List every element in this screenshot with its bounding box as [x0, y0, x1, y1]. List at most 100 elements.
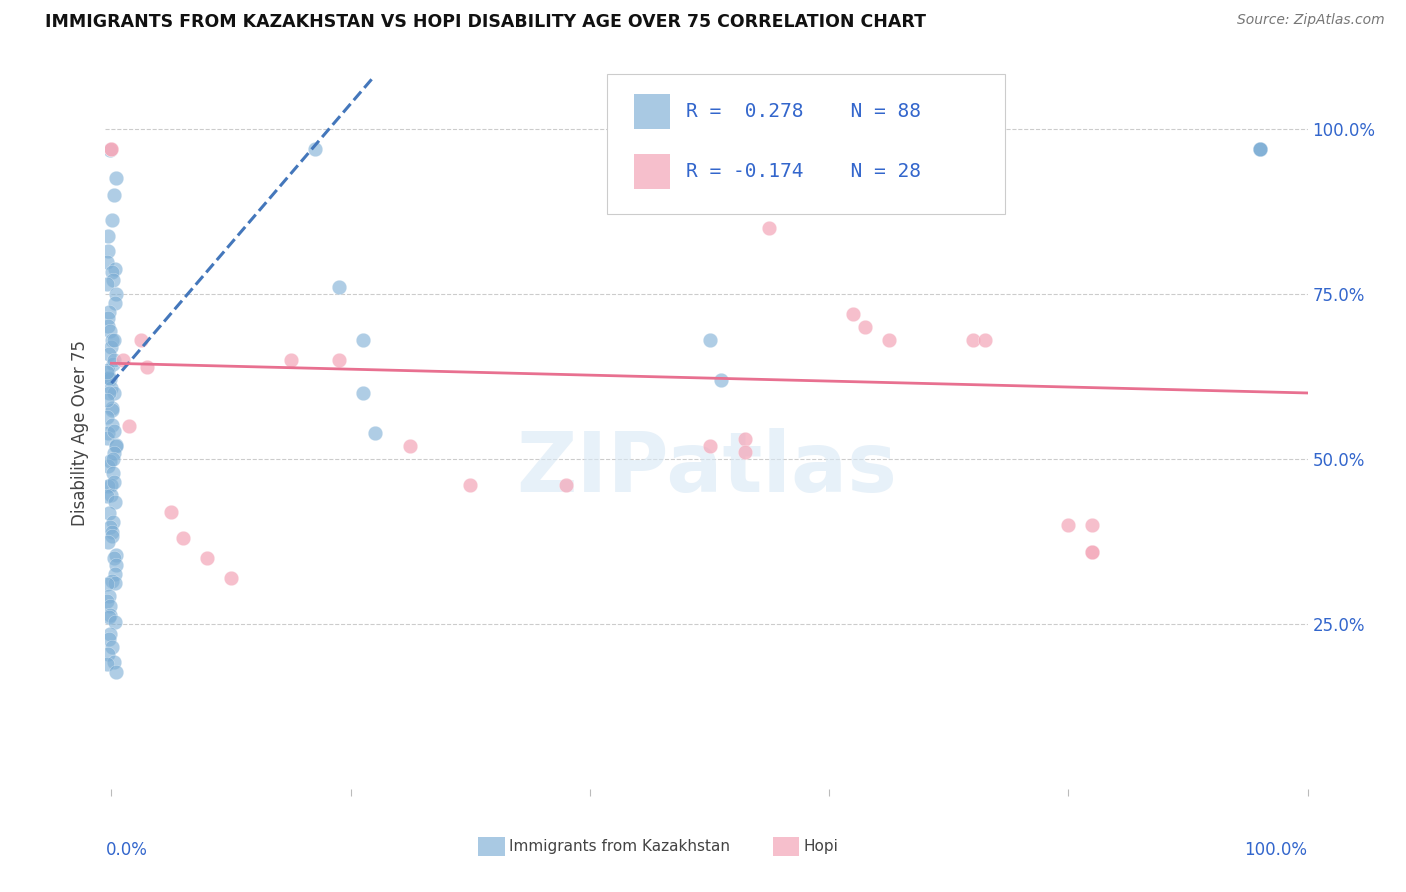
Point: [699, 333, 721, 347]
Text: Source: ZipAtlas.com: Source: ZipAtlas.com: [1237, 13, 1385, 28]
Point: [136, 359, 159, 374]
Point: [853, 319, 876, 334]
Point: [101, 213, 124, 227]
Point: [1249, 141, 1271, 155]
Point: [97, 478, 120, 492]
Point: [96, 489, 118, 503]
Point: [98, 520, 121, 534]
Point: [100, 381, 122, 395]
Bar: [634, 153, 671, 189]
Point: [98, 324, 121, 338]
Text: IMMIGRANTS FROM KAZAKHSTAN VS HOPI DISABILITY AGE OVER 75 CORRELATION CHART: IMMIGRANTS FROM KAZAKHSTAN VS HOPI DISAB…: [45, 13, 927, 31]
Point: [98, 507, 121, 521]
Text: Hopi: Hopi: [804, 839, 839, 854]
Point: [1057, 518, 1080, 533]
Point: [96, 431, 118, 445]
Point: [96, 657, 118, 672]
Point: [1081, 518, 1104, 533]
Point: [96, 365, 118, 379]
Point: [104, 566, 127, 581]
Point: [363, 425, 385, 440]
Point: [105, 665, 128, 679]
Point: [842, 307, 865, 321]
Point: [1249, 141, 1271, 155]
Point: [97, 386, 120, 401]
Point: [280, 353, 302, 368]
Point: [97, 244, 120, 258]
Point: [104, 287, 127, 301]
Point: [98, 454, 121, 468]
Point: [555, 478, 578, 492]
Point: [96, 594, 118, 608]
Point: [101, 529, 124, 543]
Point: [734, 432, 756, 446]
Point: [195, 551, 218, 566]
Point: [101, 515, 124, 529]
Text: Immigrants from Kazakhstan: Immigrants from Kazakhstan: [509, 839, 730, 854]
Point: [100, 525, 122, 540]
Point: [352, 386, 374, 401]
Point: [101, 357, 124, 371]
Point: [101, 640, 124, 654]
Point: [328, 353, 350, 368]
Point: [104, 495, 127, 509]
Point: [98, 632, 121, 646]
Point: [103, 385, 125, 400]
Point: [103, 353, 125, 368]
Point: [96, 577, 118, 591]
Point: [101, 417, 124, 432]
Point: [100, 340, 122, 354]
Point: [104, 261, 127, 276]
Point: [100, 141, 122, 155]
Point: [104, 549, 127, 563]
Text: 0.0%: 0.0%: [105, 841, 148, 859]
Point: [96, 255, 118, 269]
Point: [97, 589, 120, 603]
Point: [101, 403, 124, 417]
Point: [219, 571, 242, 585]
Point: [97, 319, 120, 334]
Point: [1249, 141, 1271, 155]
Point: [103, 333, 125, 347]
Point: [100, 401, 122, 416]
Text: ZIPatlas: ZIPatlas: [516, 428, 897, 508]
Point: [97, 305, 120, 319]
Point: [104, 575, 127, 590]
Point: [112, 353, 135, 368]
Point: [104, 558, 127, 573]
Point: [101, 265, 124, 279]
Point: [97, 535, 120, 549]
Point: [98, 143, 121, 157]
Point: [131, 333, 153, 347]
Point: [98, 599, 121, 613]
Point: [103, 425, 125, 439]
Point: [758, 220, 780, 235]
Bar: [634, 94, 671, 129]
Point: [100, 141, 122, 155]
Point: [103, 655, 125, 669]
Bar: [607, 74, 1005, 213]
Point: [103, 615, 125, 629]
Text: R = -0.174    N = 28: R = -0.174 N = 28: [686, 162, 921, 181]
Point: [104, 171, 127, 186]
Point: [98, 347, 121, 361]
Y-axis label: Disability Age Over 75: Disability Age Over 75: [72, 340, 90, 525]
Point: [458, 478, 481, 492]
Point: [100, 333, 122, 347]
Point: [100, 488, 122, 502]
Bar: [478, 837, 505, 856]
Point: [352, 333, 374, 347]
Point: [98, 369, 121, 384]
Point: [973, 333, 995, 347]
Point: [98, 610, 121, 624]
Point: [97, 425, 120, 440]
Point: [118, 419, 141, 434]
Point: [97, 371, 120, 385]
Point: [160, 505, 183, 519]
Point: [97, 362, 120, 376]
Point: [104, 438, 127, 452]
Point: [699, 439, 721, 453]
Point: [96, 410, 118, 425]
Point: [103, 551, 125, 566]
Point: [104, 296, 127, 310]
